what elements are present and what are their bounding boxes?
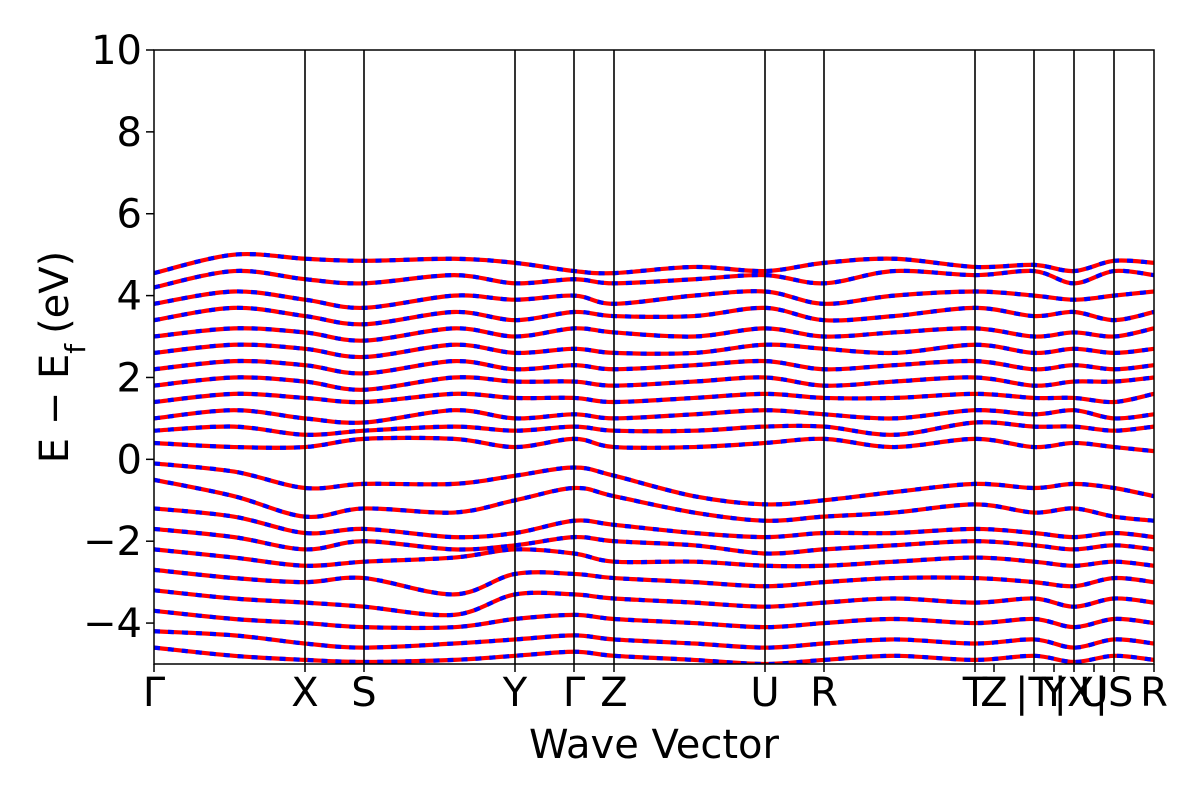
band-line-spin-up [154,358,1154,376]
y-tick-label: 0 [117,437,142,483]
y-axis-title-unit: (eV) [32,251,78,334]
y-axis-title-subscript: f [59,343,92,354]
x-axis-ticks: Γ X S Y Γ Z U R TZ |TY|XU|S R [143,664,1168,716]
y-tick-label: 8 [117,110,142,156]
band-line-spin-down [154,305,1154,327]
x-tick-label: Z [980,670,1007,716]
bands-layer [154,252,1154,664]
band-line-spin-up [154,326,1154,343]
band-line-spin-up [154,588,1154,618]
x-tick-label: R [1140,670,1168,716]
band-line-spin-down [154,608,1154,631]
band-line-spin-up [154,547,1154,569]
x-tick-label: R [810,670,838,716]
band-line-spin-down [154,289,1154,310]
band-line-spin-down [154,645,1154,664]
band-line-spin-up [154,435,1154,454]
band-line-spin-down [154,268,1154,290]
band-line-spin-up [154,408,1154,425]
x-tick-label: S [351,670,376,716]
plot-frame [153,49,1155,665]
x-tick-label: |T [1015,670,1053,716]
x-tick-label: Γ [563,670,586,716]
x-tick-label: X [291,670,318,716]
x-tick-label: Y [1041,670,1067,716]
band-line-spin-up [154,375,1154,392]
band-line-spin-up [154,506,1154,540]
x-tick-label: |X [1054,670,1095,716]
y-tick-label: 2 [117,355,142,401]
x-tick-label: |S [1095,670,1134,716]
x-axis-title: Wave Vector [529,722,780,768]
band-line-spin-down [154,477,1154,523]
x-tick-label: T [962,670,988,716]
y-axis-title: E − Ef (eV) [32,251,92,464]
high-symmetry-lines [304,50,1115,664]
y-tick-label: −2 [83,519,142,565]
y-tick-label: −4 [83,601,142,647]
y-tick-label: 10 [91,28,142,74]
band-line-spin-down [154,461,1154,507]
x-tick-label: U [1079,670,1108,716]
x-tick-label: U [750,670,779,716]
x-tick-label: Z [600,670,627,716]
y-tick-label: 4 [117,274,142,320]
band-line-spin-down [154,391,1154,405]
band-line-spin-down [154,629,1154,650]
band-line-spin-up [154,526,1154,556]
band-line-spin-down [154,567,1154,597]
y-axis-title-main: E − E [32,354,78,464]
band-line-spin-down [154,252,1154,276]
band-line-spin-up [154,420,1154,437]
x-tick-label: Γ [143,670,166,716]
band-line-spin-up [154,342,1154,360]
y-axis-ticks: −4 −2 0 2 4 6 8 10 [83,28,154,647]
y-tick-label: 6 [117,192,142,238]
x-tick-label: Y [502,670,528,716]
